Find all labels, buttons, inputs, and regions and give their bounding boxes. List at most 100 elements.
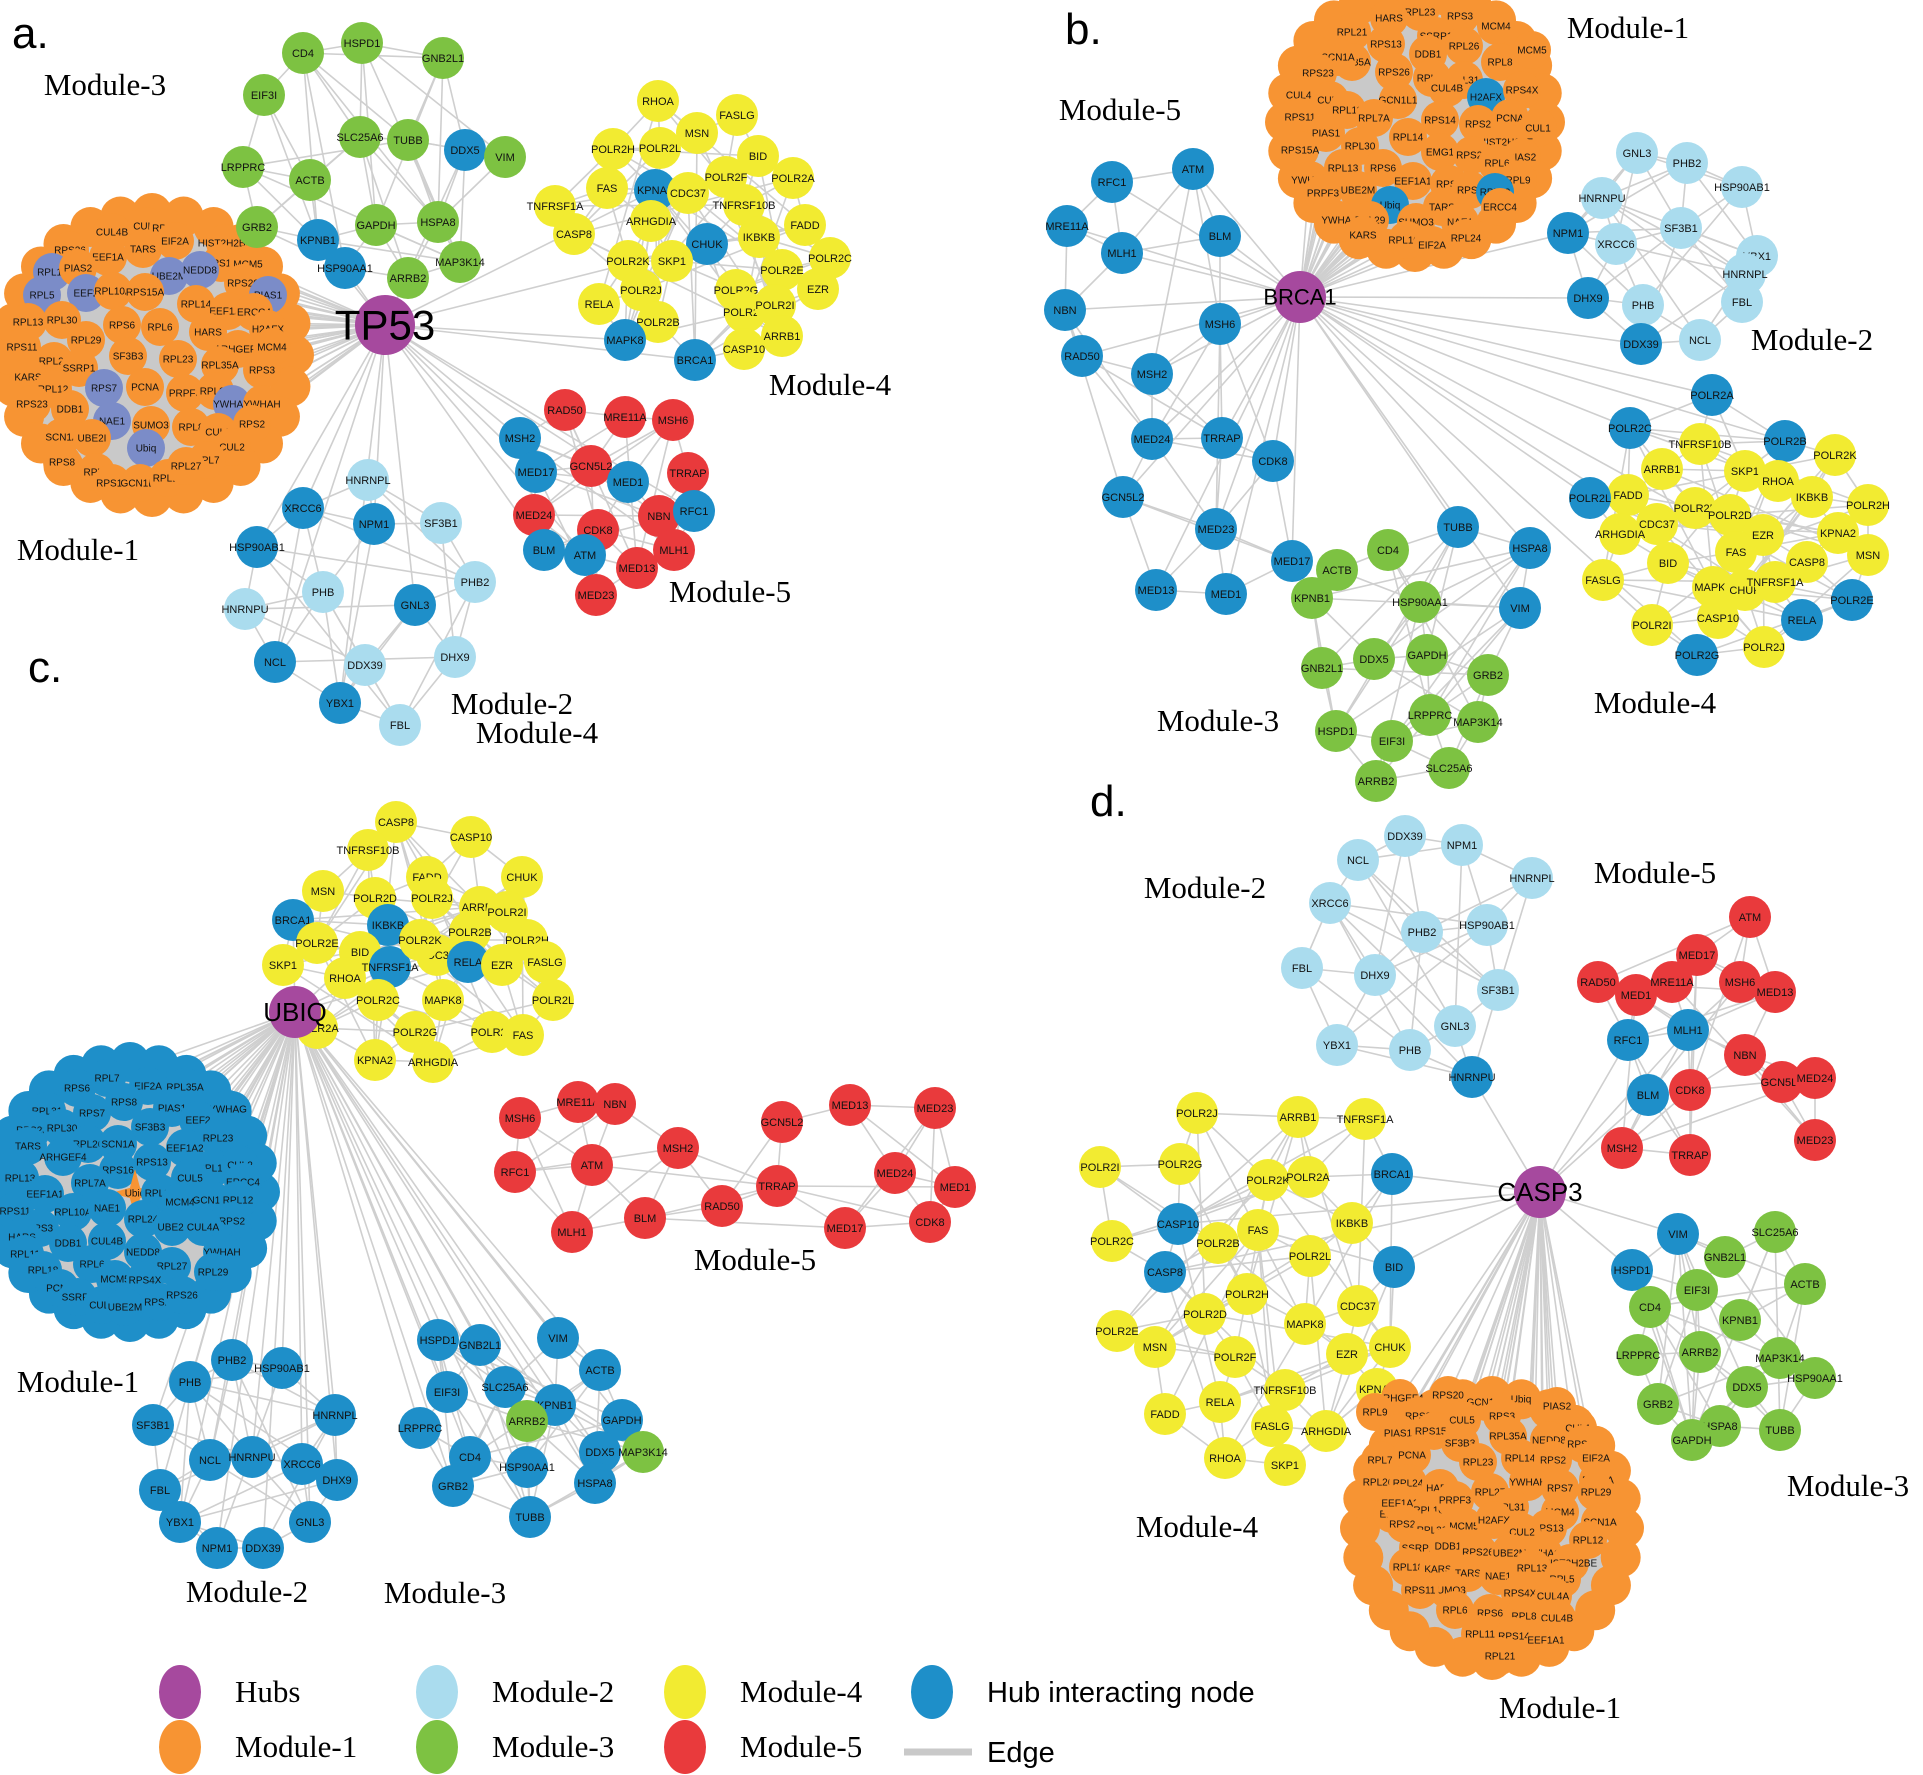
node-RPL14	[1389, 118, 1427, 156]
node-label-RPL23: RPL23	[163, 355, 194, 366]
node-NPM1	[1441, 824, 1483, 866]
node-label-MCM4: MCM4	[165, 1198, 195, 1209]
node-label-MED23: MED23	[1198, 524, 1235, 536]
node-RAD50	[1061, 335, 1103, 377]
node-label-CUL4B: CUL4B	[91, 1237, 124, 1248]
node-label-RPL29: RPL29	[1581, 1488, 1612, 1499]
edge	[1689, 916, 1751, 1091]
node-label-PHB: PHB	[1632, 300, 1655, 312]
node-LRPPRC	[1617, 1334, 1659, 1376]
legend-label-Hubs: Hubs	[235, 1674, 300, 1709]
node-label-RPS4X: RPS4X	[129, 1276, 162, 1287]
edge	[1657, 1357, 1781, 1405]
node-label-BLM: BLM	[1209, 231, 1232, 243]
node-CHUK	[1369, 1326, 1411, 1368]
node-BRCA1	[674, 339, 716, 381]
node-MSH6	[1199, 303, 1241, 345]
node-label-GAPDH: GAPDH	[1407, 650, 1446, 662]
node-label-MAP3K14: MAP3K14	[618, 1447, 668, 1459]
edge	[776, 1185, 956, 1188]
edge	[263, 94, 319, 241]
node-label-MAP3K14: MAP3K14	[435, 257, 485, 269]
node-label-DDX39: DDX39	[245, 1543, 280, 1555]
node-ATM	[1172, 148, 1214, 190]
node-FAS	[502, 1014, 544, 1056]
edge	[1299, 296, 1786, 442]
node-label-CDK8: CDK8	[1258, 456, 1287, 468]
node-label-LRPPRC: LRPPRC	[221, 162, 266, 174]
node-label-CUL1: CUL1	[1525, 124, 1551, 135]
node-FASLG	[1251, 1405, 1293, 1447]
node-label-RPL13: RPL13	[13, 318, 44, 329]
node-FADD	[1607, 474, 1649, 516]
node-SLC25A6	[1754, 1211, 1796, 1253]
node-TARS	[9, 1127, 47, 1165]
node-label-GNB2L1: GNB2L1	[1301, 663, 1343, 675]
node-CD4	[1629, 1286, 1671, 1328]
node-label-SKP1: SKP1	[658, 256, 686, 268]
node-FAS	[1715, 531, 1757, 573]
node-label-YWHAG: YWHAG	[213, 400, 251, 411]
node-POLR2K	[1247, 1159, 1289, 1201]
node-IKBKB	[1331, 1202, 1373, 1244]
edge	[1321, 526, 1459, 669]
node-label-PCNA: PCNA	[46, 1284, 74, 1295]
node-label-RPS11: RPS11	[0, 1207, 31, 1218]
node-BLM	[1627, 1074, 1669, 1116]
node-ATM	[1729, 896, 1771, 938]
node-Ubiq	[127, 429, 165, 467]
node-label-ERCC4: ERCC4	[237, 308, 271, 319]
edge	[1677, 1233, 1693, 1441]
panel-letter-b: b.	[1065, 5, 1102, 54]
legend-swatch-Module-5	[664, 1720, 706, 1774]
node-label-CUL5: CUL5	[177, 1174, 203, 1185]
edge	[1774, 1231, 1781, 1431]
node-label-HSP90AA1: HSP90AA1	[1787, 1373, 1843, 1385]
node-POLR2F	[1214, 1336, 1256, 1378]
node-YBX1	[1316, 1024, 1358, 1066]
node-MLH1	[551, 1211, 593, 1253]
node-label-POLR2I: POLR2I	[1080, 1162, 1119, 1174]
edge	[1649, 1306, 1781, 1359]
node-label-MED13: MED13	[832, 1100, 869, 1112]
node-label-IKBKB: IKBKB	[1336, 1218, 1368, 1230]
node-label-SCN1A: SCN1A	[101, 1140, 135, 1151]
node-RHOA	[1204, 1437, 1246, 1479]
node-label-PHB2: PHB2	[461, 577, 490, 589]
node-label-POLR2B: POLR2B	[1763, 436, 1806, 448]
node-label-CASP10: CASP10	[1697, 613, 1739, 625]
node-label-CUL4B: CUL4B	[1431, 84, 1464, 95]
node-label-ACTB: ACTB	[1322, 565, 1351, 577]
module-label-d-Module-1: Module-1	[1499, 1690, 1621, 1725]
node-label-RPS26: RPS26	[1462, 1548, 1494, 1559]
node-label-SUMO3: SUMO3	[133, 421, 169, 432]
node-POLR2I	[1079, 1146, 1121, 1188]
node-VIM	[537, 1317, 579, 1359]
node-label-EEF1A1: EEF1A1	[26, 1190, 64, 1201]
edge	[1399, 1191, 1541, 1399]
node-label-MAP3K14: MAP3K14	[1755, 1353, 1805, 1365]
node-label-GCN5L2: GCN5L2	[570, 461, 613, 473]
node-LRPPRC	[399, 1407, 441, 1449]
node-EIF3I	[1371, 720, 1413, 762]
node-label-GCN5L2: GCN5L2	[761, 1117, 804, 1129]
node-CD4	[1367, 529, 1409, 571]
module-label-b-Module-1: Module-1	[1567, 10, 1689, 45]
node-FBL	[379, 704, 421, 746]
node-label-KPNB1: KPNB1	[300, 235, 336, 247]
node-HSPA8	[574, 1462, 616, 1504]
edge	[1299, 296, 1521, 609]
node-label-MSN: MSN	[685, 128, 710, 140]
node-label-RELA: RELA	[1206, 1397, 1235, 1409]
node-label-HARS: HARS	[194, 328, 222, 339]
node-MED23	[914, 1087, 956, 1129]
module-label-b-Module-4: Module-4	[1594, 685, 1717, 720]
node-KPNA2	[634, 169, 676, 211]
node-NBN	[1044, 289, 1086, 331]
node-RAD50	[544, 389, 586, 431]
node-label-GNL3: GNL3	[296, 1517, 325, 1529]
edge	[1629, 427, 1714, 588]
node-label-POLR2I: POLR2I	[755, 300, 794, 312]
edge	[189, 1381, 336, 1416]
